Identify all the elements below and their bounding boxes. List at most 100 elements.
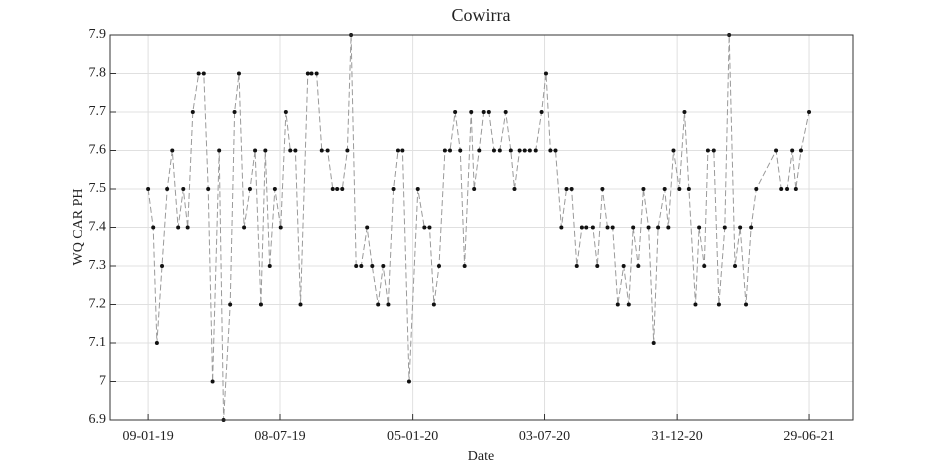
data-point <box>395 148 400 153</box>
x-tick-label: 05-01-20 <box>387 429 438 444</box>
data-point <box>232 110 237 114</box>
data-point <box>447 148 452 153</box>
y-tick-label: 7.5 <box>89 181 107 196</box>
data-point <box>422 225 427 230</box>
data-point <box>190 110 195 114</box>
data-point <box>176 225 181 230</box>
data-point <box>160 264 165 268</box>
data-point <box>325 148 330 153</box>
data-point <box>146 187 151 191</box>
data-point <box>733 264 738 268</box>
data-point <box>722 225 727 230</box>
y-tick-label: 7.7 <box>89 104 107 119</box>
data-point <box>543 71 548 76</box>
x-axis-title: Date <box>468 449 494 464</box>
data-point <box>646 225 651 230</box>
data-point <box>283 110 288 114</box>
data-point <box>185 225 190 230</box>
data-point <box>677 187 682 191</box>
x-tick-label: 08-07-19 <box>254 429 305 444</box>
data-point <box>705 148 710 153</box>
data-point <box>201 71 206 76</box>
data-point <box>548 148 553 153</box>
data-point <box>651 341 656 345</box>
data-point <box>738 225 743 230</box>
data-point <box>354 264 359 268</box>
data-point <box>508 148 513 153</box>
data-point <box>503 110 508 114</box>
x-tick-label: 03-07-20 <box>519 429 570 444</box>
data-point <box>716 302 721 307</box>
data-point <box>621 264 626 268</box>
data-point <box>527 148 532 153</box>
y-tick-label: 7.8 <box>89 66 107 81</box>
data-point <box>636 264 641 268</box>
y-tick-label: 7.2 <box>89 297 107 312</box>
data-point <box>711 148 716 153</box>
data-point <box>386 302 391 307</box>
data-point <box>579 225 584 230</box>
data-point <box>615 302 620 307</box>
data-point <box>210 379 215 384</box>
y-tick-label: 7.3 <box>89 258 107 273</box>
chart-title: Cowirra <box>452 5 511 25</box>
data-point <box>469 110 474 114</box>
data-point <box>553 148 558 153</box>
data-point <box>590 225 595 230</box>
data-point <box>517 148 522 153</box>
y-tick-label: 7.9 <box>89 27 107 42</box>
data-point <box>702 264 707 268</box>
data-point <box>381 264 386 268</box>
data-point <box>807 110 812 114</box>
data-point <box>744 302 749 307</box>
data-point <box>376 302 381 307</box>
data-point <box>431 302 436 307</box>
data-point <box>462 264 467 268</box>
data-point <box>793 187 798 191</box>
data-point <box>564 187 569 191</box>
y-tick-label: 7.1 <box>89 335 107 350</box>
data-point <box>697 225 702 230</box>
data-point <box>790 148 795 153</box>
data-point <box>400 148 405 153</box>
data-point <box>340 187 345 191</box>
data-point <box>749 225 754 230</box>
data-point <box>263 148 268 153</box>
data-point <box>154 341 159 345</box>
data-point <box>754 187 759 191</box>
data-point <box>666 225 671 230</box>
y-tick-label: 7.6 <box>89 143 107 158</box>
data-point <box>610 225 615 230</box>
y-axis-title: WQ CAR PH <box>71 188 86 265</box>
data-point <box>453 110 458 114</box>
data-point <box>779 187 784 191</box>
data-line <box>147 34 810 421</box>
x-tick-label: 09-01-19 <box>122 429 173 444</box>
data-point <box>427 225 432 230</box>
data-point <box>693 302 698 307</box>
data-point <box>228 302 233 307</box>
x-tick-label: 29-06-21 <box>783 429 834 444</box>
data-point <box>288 148 293 153</box>
data-point <box>686 187 691 191</box>
data-point <box>258 302 263 307</box>
data-point <box>319 148 324 153</box>
data-point <box>170 148 175 153</box>
data-point <box>631 225 636 230</box>
data-point <box>370 264 375 268</box>
data-point <box>533 148 538 153</box>
data-point <box>253 148 258 153</box>
y-tick-label: 7.4 <box>89 220 107 235</box>
data-point <box>309 71 314 76</box>
data-point <box>217 148 222 153</box>
data-point <box>365 225 370 230</box>
x-tick-label: 31-12-20 <box>651 429 702 444</box>
data-point <box>165 187 170 191</box>
data-point <box>477 148 482 153</box>
data-point <box>522 148 527 153</box>
data-point <box>458 148 463 153</box>
data-point <box>574 264 579 268</box>
plot-frame <box>109 34 854 421</box>
data-point <box>437 264 442 268</box>
